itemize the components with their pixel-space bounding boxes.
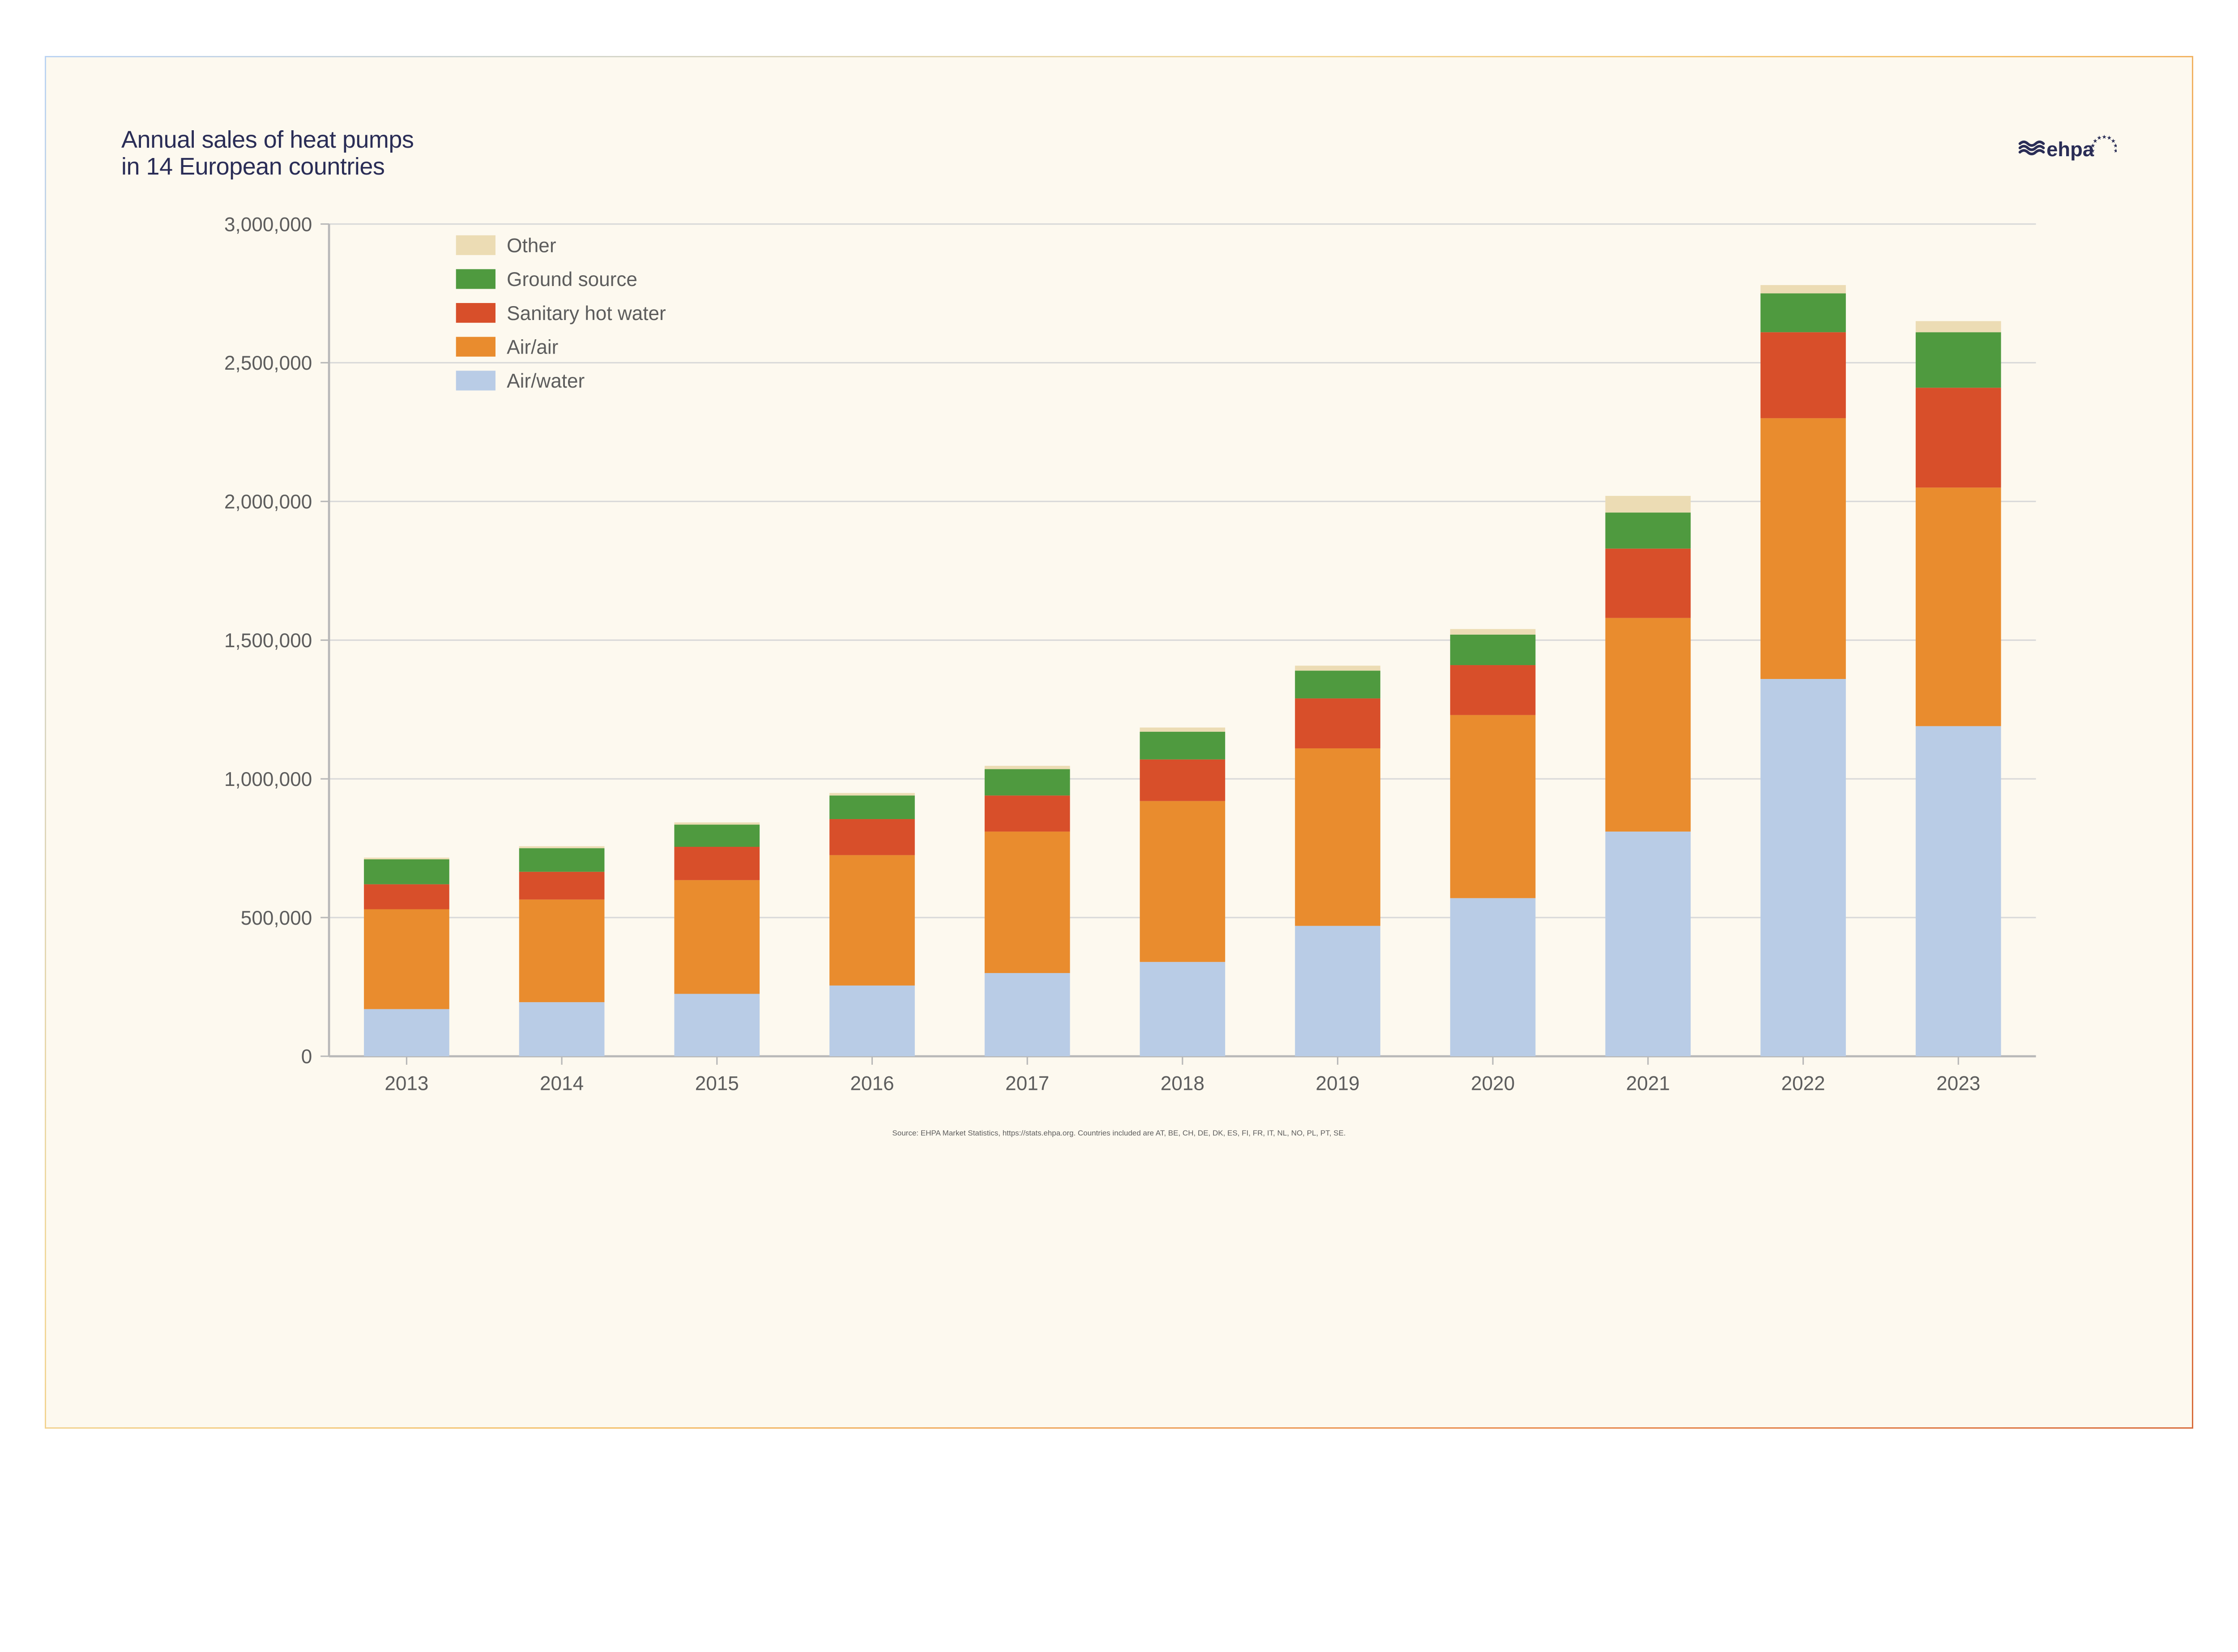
- bar-segment-air_air: [985, 832, 1070, 973]
- bar-segment-air_water: [1916, 726, 2001, 1057]
- bar-segment-ground: [1606, 513, 1691, 549]
- legend-label-air_water: Air/water: [507, 370, 585, 392]
- legend-swatch-air_air: [456, 337, 495, 357]
- bar-segment-ground: [1760, 294, 1846, 333]
- bar-segment-air_water: [1295, 926, 1380, 1056]
- bar-segment-ground: [519, 849, 605, 872]
- bar-segment-air_air: [364, 909, 449, 1009]
- bar-segment-air_air: [1606, 618, 1691, 832]
- legend-label-air_air: Air/air: [507, 337, 558, 359]
- bar-segment-air_air: [1140, 801, 1225, 962]
- bar-segment-air_water: [364, 1009, 449, 1056]
- bar-segment-ground: [364, 859, 449, 884]
- x-tick-label: 2022: [1781, 1073, 1825, 1095]
- x-tick-label: 2018: [1161, 1073, 1204, 1095]
- bar-segment-air_water: [829, 986, 915, 1056]
- bar-segment-air_air: [1450, 715, 1536, 898]
- bar-segment-air_air: [1916, 488, 2001, 726]
- y-tick-label: 1,500,000: [224, 630, 312, 652]
- bar-segment-sanitary: [364, 884, 449, 909]
- bar-segment-sanitary: [1916, 388, 2001, 488]
- svg-text:★: ★: [2102, 135, 2106, 140]
- bar-segment-other: [674, 823, 760, 825]
- bar-segment-ground: [985, 769, 1070, 796]
- bar-segment-air_water: [985, 973, 1070, 1056]
- bar-segment-other: [1140, 728, 1225, 732]
- header: Annual sales of heat pumps in 14 Europea…: [121, 126, 2117, 180]
- stacked-bar-chart: 0 500,000 1,000,000 1,500,000 2,000,000 2,500…: [121, 210, 2117, 1113]
- legend-swatch-other: [456, 235, 495, 255]
- bar-segment-ground: [1450, 635, 1536, 665]
- x-tick-label: 2023: [1936, 1073, 1980, 1095]
- svg-text:★: ★: [2114, 149, 2117, 154]
- bar-segment-ground: [1295, 671, 1380, 699]
- title-line-1: Annual sales of heat pumps: [121, 126, 414, 153]
- bar-segment-sanitary: [1606, 549, 1691, 618]
- bar-segment-sanitary: [829, 819, 915, 855]
- ehpa-logo: ehpa★★★★★★★★★: [2018, 134, 2117, 163]
- bar-segment-sanitary: [1140, 760, 1225, 801]
- bar-segment-air_water: [1606, 832, 1691, 1056]
- bar-segment-other: [519, 846, 605, 848]
- bar-segment-ground: [674, 825, 760, 847]
- bar-segment-air_air: [519, 900, 605, 1002]
- bar-segment-air_water: [1760, 679, 1846, 1056]
- bar-segment-other: [1606, 496, 1691, 512]
- legend-swatch-air_water: [456, 371, 495, 391]
- bar-segment-other: [1760, 285, 1846, 294]
- x-tick-label: 2019: [1315, 1073, 1359, 1095]
- chart-title: Annual sales of heat pumps in 14 Europea…: [121, 126, 414, 180]
- x-tick-label: 2020: [1471, 1073, 1515, 1095]
- y-tick-label: 500,000: [241, 907, 312, 929]
- bar-segment-other: [364, 858, 449, 860]
- bar-segment-other: [1916, 321, 2001, 333]
- bar-segment-sanitary: [519, 872, 605, 900]
- bar-segment-ground: [829, 796, 915, 820]
- bar-segment-other: [1450, 629, 1536, 635]
- bar-segment-other: [1295, 666, 1380, 671]
- x-tick-label: 2014: [540, 1073, 584, 1095]
- x-tick-label: 2013: [384, 1073, 428, 1095]
- legend-label-sanitary: Sanitary hot water: [507, 303, 666, 324]
- x-tick-label: 2015: [695, 1073, 739, 1095]
- legend: Other Ground source Sanitary hot water Air/…: [456, 235, 666, 393]
- bar-segment-air_air: [674, 880, 760, 994]
- bar-segment-air_water: [519, 1003, 605, 1057]
- svg-text:★: ★: [2090, 149, 2095, 154]
- legend-label-ground: Ground source: [507, 269, 637, 291]
- bar-segment-sanitary: [674, 847, 760, 880]
- legend-swatch-ground: [456, 269, 495, 289]
- y-tick-label: 0: [301, 1046, 312, 1068]
- logo-text: ehpa: [2046, 138, 2094, 161]
- y-tick-label: 2,000,000: [224, 491, 312, 513]
- bar-segment-air_water: [674, 994, 760, 1056]
- bar-segment-ground: [1140, 732, 1225, 760]
- bar-segment-other: [829, 793, 915, 796]
- title-line-2: in 14 European countries: [121, 153, 384, 180]
- y-tick-label: 3,000,000: [224, 214, 312, 236]
- bar-segment-ground: [1916, 333, 2001, 388]
- y-tick-label: 2,500,000: [224, 353, 312, 375]
- bar-segment-other: [985, 766, 1070, 769]
- bar-segment-sanitary: [1450, 665, 1536, 715]
- legend-swatch-sanitary: [456, 303, 495, 323]
- bar-segment-sanitary: [1760, 333, 1846, 418]
- legend-label-other: Other: [507, 235, 556, 257]
- bar-segment-air_water: [1450, 898, 1536, 1056]
- chart-card: Annual sales of heat pumps in 14 Europea…: [45, 56, 2193, 1429]
- x-tick-label: 2016: [850, 1073, 894, 1095]
- svg-text:★: ★: [2114, 143, 2117, 149]
- x-tick-label: 2017: [1005, 1073, 1049, 1095]
- svg-text:★: ★: [2097, 136, 2101, 141]
- source-caption: Source: EHPA Market Statistics, https://…: [121, 1129, 2117, 1138]
- bar-segment-air_water: [1140, 962, 1225, 1057]
- bar-segment-sanitary: [1295, 699, 1380, 749]
- y-tick-label: 1,000,000: [224, 768, 312, 790]
- bar-segment-air_air: [1295, 748, 1380, 926]
- x-tick-label: 2021: [1626, 1073, 1670, 1095]
- bar-segment-air_air: [829, 855, 915, 986]
- bar-segment-sanitary: [985, 796, 1070, 832]
- bar-segment-air_air: [1760, 418, 1846, 679]
